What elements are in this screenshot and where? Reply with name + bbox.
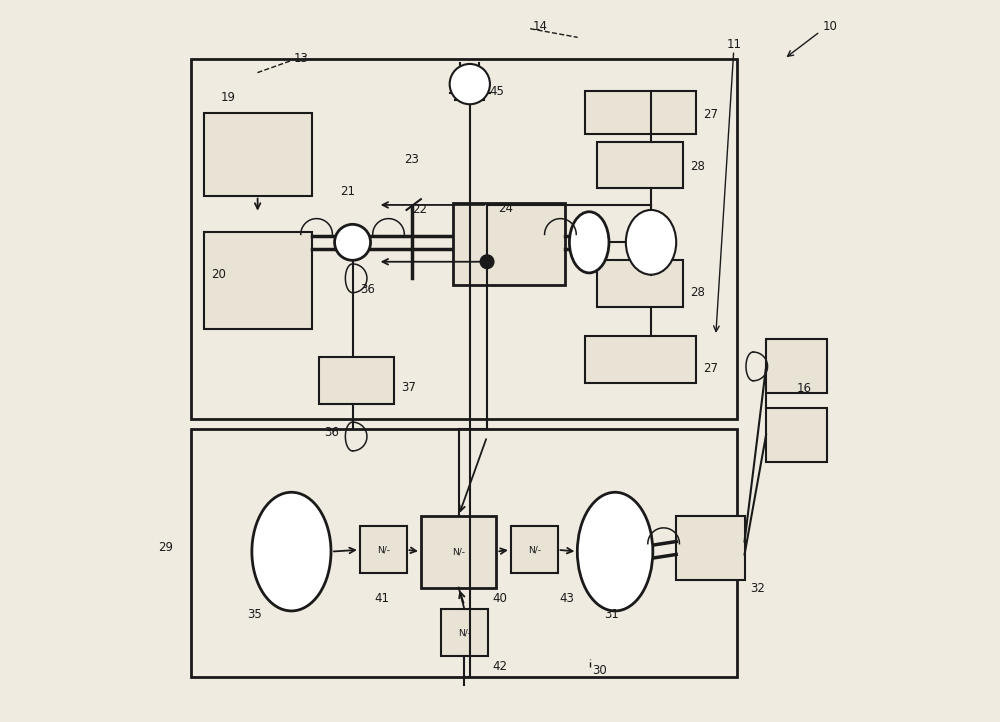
Text: 28: 28 [691,286,705,299]
Text: 27: 27 [703,108,718,121]
Bar [194,77,342,332]
Bar [766,339,827,393]
Text: 27: 27 [703,362,718,375]
Text: 41: 41 [374,592,389,605]
Ellipse shape [252,492,331,611]
Bar [421,516,496,588]
Text: N/-: N/- [458,628,471,637]
Text: 36: 36 [360,282,375,295]
Text: 22: 22 [412,204,427,217]
Text: 31: 31 [604,609,619,622]
Text: 43: 43 [559,592,574,605]
Bar [453,203,565,285]
Text: 40: 40 [493,592,508,605]
Text: 36: 36 [324,427,339,440]
Circle shape [450,64,490,104]
Text: 13: 13 [294,53,308,66]
Circle shape [335,225,371,261]
Text: 14: 14 [532,20,547,33]
Bar [676,516,745,580]
Text: 11: 11 [727,38,742,51]
Circle shape [481,256,494,268]
Bar [585,336,696,383]
Ellipse shape [577,492,653,611]
Bar [576,84,719,386]
Text: 35: 35 [247,609,262,622]
Text: N/-: N/- [528,545,541,554]
Bar [585,91,696,134]
Bar [204,232,312,329]
Text: N/-: N/- [377,545,390,554]
Bar [511,526,558,573]
Text: N/-: N/- [452,547,465,556]
Text: 20: 20 [211,268,226,281]
Text: 24: 24 [499,202,514,215]
Bar [191,59,737,419]
Bar [441,609,488,656]
Text: 29: 29 [158,542,173,554]
Bar [191,430,737,677]
Bar [597,142,683,188]
Text: 37: 37 [401,381,416,394]
Bar [204,113,312,196]
Text: 23: 23 [404,153,419,166]
Text: 30: 30 [592,664,607,677]
Text: 19: 19 [221,90,236,103]
Bar [597,261,683,307]
Text: 42: 42 [493,660,508,673]
Text: 21: 21 [340,186,355,199]
Bar [766,408,827,461]
Text: 45: 45 [489,84,504,97]
Ellipse shape [569,212,609,273]
Text: 32: 32 [750,583,765,596]
Bar [319,357,394,404]
Text: 10: 10 [822,20,837,33]
Bar [223,453,608,661]
Text: 28: 28 [691,160,705,173]
Bar [360,526,407,573]
Ellipse shape [626,210,676,274]
Text: 16: 16 [796,382,811,395]
